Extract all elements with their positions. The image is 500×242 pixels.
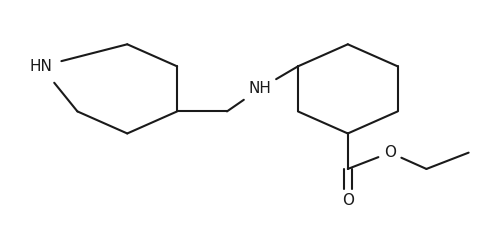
Text: O: O	[342, 193, 354, 208]
Text: O: O	[384, 145, 396, 160]
Text: HN: HN	[30, 59, 52, 74]
Text: NH: NH	[248, 81, 271, 96]
